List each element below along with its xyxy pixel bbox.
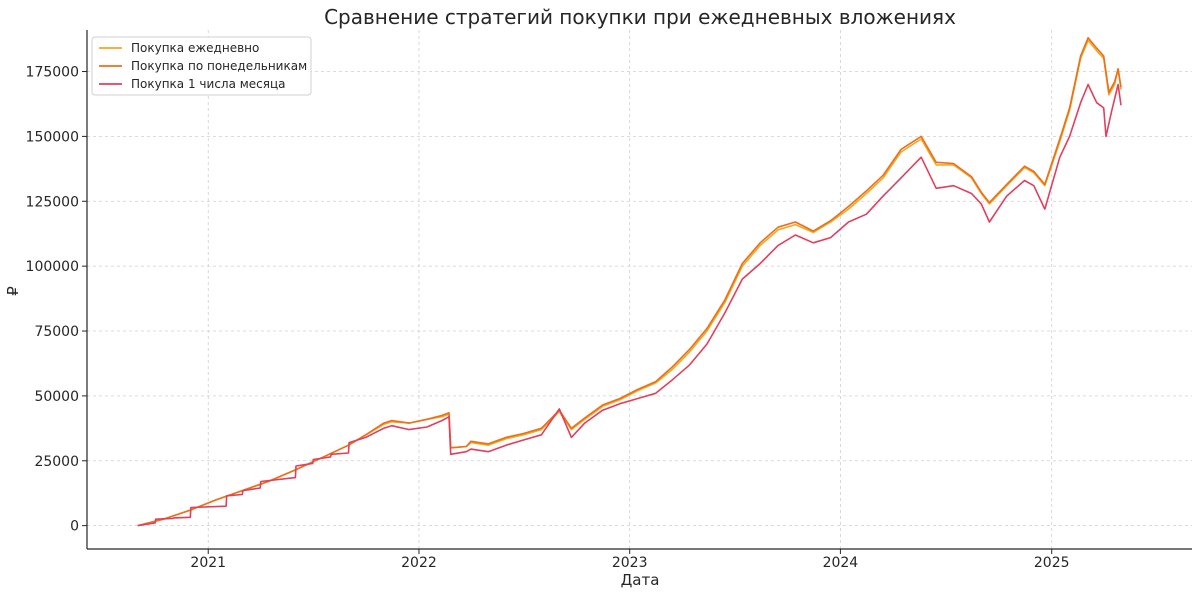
x-ticks: 2021 2022 2023 2024 2025 xyxy=(190,549,1070,571)
y-tick-label: 75000 xyxy=(34,324,79,340)
y-tick-label: 100000 xyxy=(26,259,79,275)
y-ticks: 0 25000 50000 75000 100000 125000 150000 175000 xyxy=(26,65,87,535)
x-tick-label: 2022 xyxy=(401,555,437,571)
x-axis-label: Дата xyxy=(621,571,660,589)
legend-box xyxy=(91,36,312,96)
y-axis-label: ₽ xyxy=(4,286,22,296)
legend-item-first-of-month: Покупка 1 числа месяца xyxy=(99,77,286,91)
series-line-first-of-month xyxy=(137,83,1122,527)
axes xyxy=(86,30,1192,550)
series-line-mondays xyxy=(137,37,1122,527)
y-tick-label: 150000 xyxy=(26,129,79,145)
legend-label: Покупка ежедневно xyxy=(131,41,259,55)
grid xyxy=(87,30,1192,549)
y-tick-label: 50000 xyxy=(34,389,79,405)
legend-item-mondays: Покупка по понедельникам xyxy=(99,59,307,73)
series-lines xyxy=(137,37,1122,527)
x-tick-label: 2023 xyxy=(612,555,648,571)
y-tick-label: 25000 xyxy=(34,454,79,470)
y-tick-label: 125000 xyxy=(26,194,79,210)
legend-label: Покупка по понедельникам xyxy=(131,59,307,73)
x-tick-label: 2021 xyxy=(190,555,226,571)
x-tick-label: 2024 xyxy=(823,555,859,571)
chart-title: Сравнение стратегий покупки при ежедневн… xyxy=(324,5,956,29)
y-tick-label: 175000 xyxy=(26,65,79,81)
legend: Покупка ежедневно Покупка по понедельника… xyxy=(91,36,312,96)
legend-item-daily: Покупка ежедневно xyxy=(99,41,259,55)
legend-label: Покупка 1 числа месяца xyxy=(131,77,286,91)
series-line-daily xyxy=(137,39,1122,527)
x-tick-label: 2025 xyxy=(1034,555,1070,571)
y-tick-label: 0 xyxy=(70,519,79,535)
